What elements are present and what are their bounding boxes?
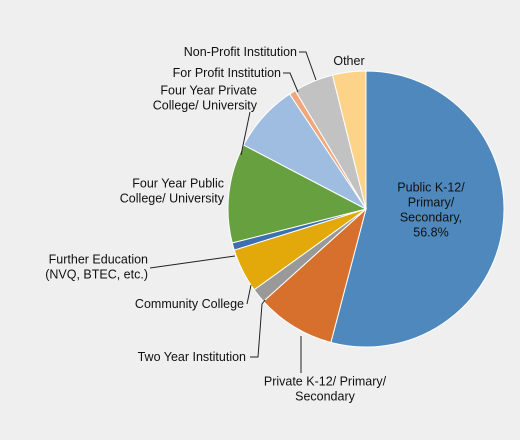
slice-label-other: Other [333, 54, 364, 68]
pie-slices [227, 70, 505, 348]
slice-label-two-year-institution: Two Year Institution [138, 350, 246, 364]
slice-labels: Public K-12/Primary/Secondary, 56.8% Priva… [45, 45, 465, 404]
leader-line-for-profit-institution [283, 72, 299, 93]
leader-line-four-year-private-college-university [240, 111, 251, 156]
slice-label-public-k-12-primary-secondary: Public K-12/Primary/Secondary, 56.8% [397, 181, 465, 240]
slice-label-further-education-nvq-btec-etc: Further Education (NVQ, BTEC, etc.) [45, 253, 148, 282]
leader-lines [149, 51, 317, 373]
pie-slice-other [331, 70, 367, 210]
slice-label-non-profit-institution: Non-Profit Institution [184, 45, 297, 59]
slice-label-community-college: Community College [135, 297, 244, 311]
pie-slice-private-k-12-primary-secondary [262, 207, 367, 344]
leader-line-community-college [246, 284, 252, 305]
leader-line-further-education-nvq-btec-etc [149, 255, 236, 269]
leader-line-two-year-institution [250, 299, 266, 358]
slice-label-private-k-12-primary-secondary: Private K-12/ Primary/Secondary [264, 375, 387, 404]
pie-slice-public-k-12-primary-secondary [330, 70, 505, 348]
leader-line-non-profit-institution [299, 51, 317, 81]
slice-label-four-year-public-college-university: Four Year Public College/ University [120, 177, 225, 206]
slice-label-four-year-private-college-university: Four Year Private College/ University [153, 84, 258, 113]
slice-label-for-profit-institution: For Profit Institution [173, 66, 281, 80]
pie-slice-four-year-public-college-university [227, 144, 368, 244]
